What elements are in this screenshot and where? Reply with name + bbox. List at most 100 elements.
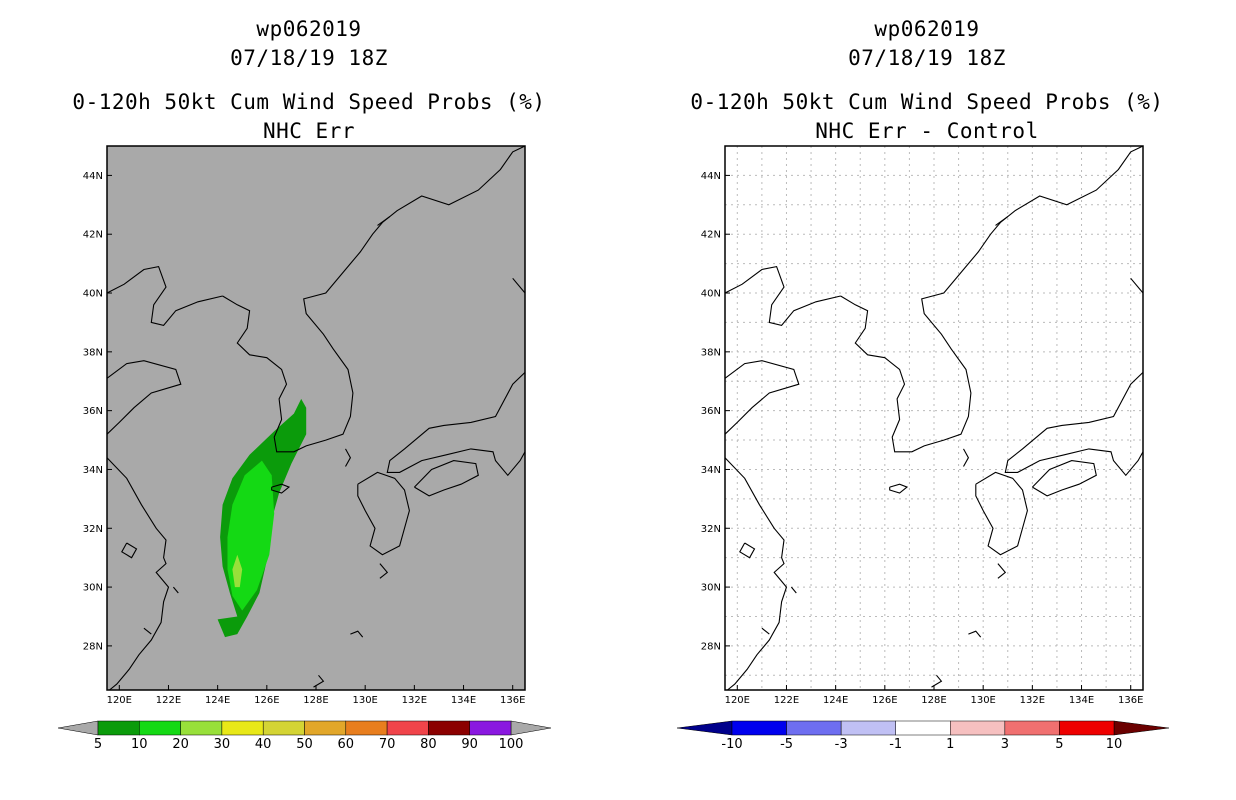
coastline-3 xyxy=(222,145,526,453)
colorbar-label: 40 xyxy=(254,737,272,752)
lon-label: 128E xyxy=(303,695,328,706)
lat-label: 36N xyxy=(701,406,721,417)
colorbar-label: 50 xyxy=(296,737,313,752)
colorbar-box xyxy=(1004,720,1060,736)
colorbar-label: 5 xyxy=(93,737,103,752)
coastline-4 xyxy=(995,216,1009,226)
lat-label: 44N xyxy=(701,171,721,182)
coastline-14 xyxy=(761,627,770,635)
colorbar-end-right xyxy=(510,720,552,736)
coastline-16 xyxy=(121,542,138,559)
coastline-14 xyxy=(143,627,152,635)
lat-label: 32N xyxy=(701,524,721,535)
coastline-15 xyxy=(790,586,797,594)
right-colorbar xyxy=(676,720,1170,736)
colorbar-box xyxy=(139,720,181,736)
lat-label: 30N xyxy=(701,583,721,594)
colorbar-box xyxy=(221,720,264,736)
colorbar-box xyxy=(950,720,1006,736)
coastline-16 xyxy=(739,542,756,559)
lat-label: 36N xyxy=(83,406,103,417)
colorbar-label: 100 xyxy=(498,737,524,752)
coastline-7 xyxy=(975,471,1028,556)
lon-label: 122E xyxy=(774,695,799,706)
lon-label: 130E xyxy=(352,695,377,706)
lat-label: 44N xyxy=(83,171,103,182)
left-title-date: 07/18/19 18Z xyxy=(230,46,388,70)
lon-label: 130E xyxy=(970,695,995,706)
colorbar-box xyxy=(428,720,470,736)
coastline-10 xyxy=(997,563,1007,579)
colorbar-label: 10 xyxy=(1105,737,1123,752)
colorbar-label: 90 xyxy=(461,737,478,752)
lat-label: 28N xyxy=(83,641,103,652)
left-title-model: wp062019 xyxy=(256,17,362,41)
lat-label: 34N xyxy=(83,465,103,476)
colorbar-box xyxy=(469,720,512,736)
left-panel: wp062019 07/18/19 18Z 0-120h 50kt Cum Wi… xyxy=(57,17,552,752)
right-title-date: 07/18/19 18Z xyxy=(848,46,1006,70)
coastline-6 xyxy=(1032,460,1097,497)
colorbar-label: -3 xyxy=(834,737,848,752)
lat-label: 38N xyxy=(701,347,721,358)
colorbar-box xyxy=(345,720,388,736)
colorbar-label: 60 xyxy=(337,737,355,752)
colorbar-box xyxy=(304,720,347,736)
coastline-2 xyxy=(724,457,788,691)
coastline-0 xyxy=(724,265,841,327)
right-panel: wp062019 07/18/19 18Z 0-120h 50kt Cum Wi… xyxy=(618,0,1236,800)
coastline-8 xyxy=(963,448,970,467)
coastline-13 xyxy=(1130,277,1144,294)
lon-label: 126E xyxy=(872,695,897,706)
colorbar-label: 1 xyxy=(946,737,955,752)
lon-label: 132E xyxy=(1020,695,1045,706)
colorbar-label: 3 xyxy=(1000,737,1009,752)
colorbar-box xyxy=(97,720,140,736)
coastline-0 xyxy=(106,265,223,327)
coastline-15 xyxy=(172,586,179,594)
coastline-6 xyxy=(414,460,479,497)
right-title-model: wp062019 xyxy=(874,17,980,41)
colorbar-box xyxy=(262,720,305,736)
lon-label: 134E xyxy=(451,695,476,706)
lat-label: 42N xyxy=(83,230,103,241)
colorbar-box xyxy=(731,720,787,736)
colorbar-label: -10 xyxy=(721,737,743,752)
coastline-7 xyxy=(357,471,410,556)
colorbar-end-left xyxy=(676,720,733,736)
colorbar-label: 80 xyxy=(420,737,437,752)
colorbar-box xyxy=(840,720,896,736)
lat-label: 34N xyxy=(701,465,721,476)
colorbar-label: 70 xyxy=(378,737,396,752)
lat-label: 42N xyxy=(701,230,721,241)
coastline-8 xyxy=(345,448,352,467)
coastline-11 xyxy=(350,630,364,638)
colorbar-label: 5 xyxy=(1055,737,1064,752)
coastline-5 xyxy=(1004,372,1144,477)
lon-label: 136E xyxy=(1118,695,1143,706)
coastline-4 xyxy=(377,216,391,226)
coastline-13 xyxy=(512,277,526,294)
lon-label: 120E xyxy=(725,695,750,706)
colorbar-box xyxy=(786,720,842,736)
lon-label: 136E xyxy=(500,695,525,706)
lon-label: 132E xyxy=(402,695,427,706)
lon-label: 124E xyxy=(205,695,230,706)
colorbar-label: -5 xyxy=(780,737,794,752)
lon-label: 124E xyxy=(823,695,848,706)
colorbar-box xyxy=(180,720,223,736)
lat-label: 40N xyxy=(701,289,721,300)
lat-label: 40N xyxy=(83,289,103,300)
right-title-subtitle: NHC Err - Control xyxy=(815,119,1039,143)
coastline-12 xyxy=(931,674,943,688)
left-map: 28N 30N 32N 34N 36N 38N 40N 42N 44N 120E 122E 124E 1… xyxy=(83,145,526,706)
right-map: 28N 30N 32N 34N 36N 38N 40N 42N 44N 120E 122E 124E 1… xyxy=(701,145,1144,706)
coastline-10 xyxy=(379,563,389,579)
colorbar-box xyxy=(895,720,951,736)
colorbar-end-left xyxy=(57,720,99,736)
colorbar-label: 20 xyxy=(172,737,189,752)
coastline-5 xyxy=(386,372,526,477)
lon-label: 126E xyxy=(254,695,279,706)
lat-label: 38N xyxy=(83,347,103,358)
left-title-product: 0-120h 50kt Cum Wind Speed Probs (%) xyxy=(72,90,546,114)
